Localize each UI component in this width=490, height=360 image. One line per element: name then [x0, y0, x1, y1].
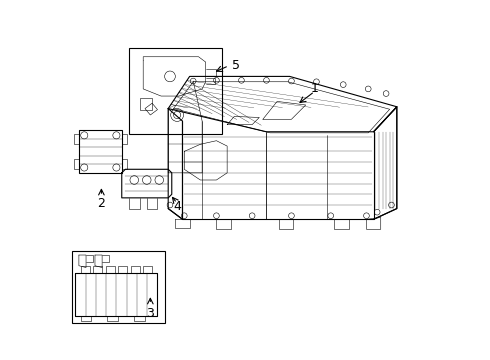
Text: 3: 3 [147, 307, 154, 320]
Bar [93, 266, 102, 273]
Text: 2: 2 [98, 197, 105, 210]
Bar [74, 158, 79, 169]
Bar [72, 251, 165, 323]
Text: 1: 1 [311, 82, 319, 95]
Bar [118, 266, 127, 273]
Bar [122, 158, 127, 169]
Bar [122, 134, 127, 144]
Text: 5: 5 [232, 59, 240, 72]
Text: 4: 4 [173, 200, 181, 213]
Bar [81, 266, 90, 273]
Bar [131, 266, 140, 273]
Bar [129, 48, 222, 134]
Bar [79, 130, 122, 173]
Bar [143, 266, 152, 273]
Bar [74, 134, 79, 144]
Bar [106, 266, 115, 273]
